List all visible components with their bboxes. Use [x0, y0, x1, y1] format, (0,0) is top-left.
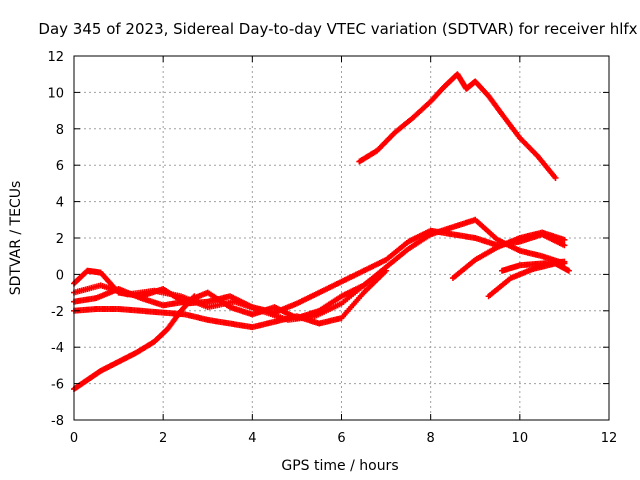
- data-point-marker: [565, 267, 572, 274]
- chart-title: Day 345 of 2023, Sidereal Day-to-day VTE…: [38, 20, 637, 38]
- x-tick-label: 8: [427, 431, 435, 446]
- axis-ticks: [73, 55, 610, 421]
- x-tick-label: 10: [512, 431, 529, 446]
- y-tick-label: 2: [56, 232, 64, 247]
- data-points: [71, 71, 572, 393]
- data-point-marker: [365, 278, 372, 285]
- x-tick-label: 12: [601, 431, 618, 446]
- data-point-marker: [561, 236, 568, 243]
- data-point-marker: [552, 174, 559, 181]
- tick-labels: 0 2 4 6 8 10 12 -8 -6 -4 -2 0 2 4 6 8 10 12: [47, 50, 617, 446]
- y-tick-label: 8: [56, 123, 64, 138]
- series-track-b: [71, 216, 568, 322]
- series-track-rising: [71, 293, 198, 393]
- data-point-marker: [383, 267, 390, 274]
- y-tick-label: -2: [51, 305, 64, 320]
- x-axis-label: GPS time / hours: [281, 458, 398, 474]
- data-point-marker: [561, 258, 568, 265]
- series-track-e: [449, 229, 568, 282]
- y-tick-label: 4: [56, 196, 64, 211]
- y-tick-label: -6: [51, 378, 64, 393]
- y-tick-label: 6: [56, 159, 64, 174]
- x-tick-label: 4: [248, 431, 256, 446]
- x-tick-label: 2: [159, 431, 167, 446]
- y-tick-label: -8: [51, 414, 64, 429]
- y-tick-label: -4: [51, 341, 64, 356]
- y-tick-label: 10: [47, 86, 64, 101]
- series-track-g: [499, 258, 568, 274]
- x-tick-label: 0: [70, 431, 78, 446]
- series-track-high: [356, 71, 559, 181]
- y-tick-label: 12: [47, 50, 64, 65]
- x-tick-label: 6: [337, 431, 345, 446]
- y-tick-label: 0: [56, 268, 64, 283]
- y-axis-label: SDTVAR / TECUs: [8, 181, 24, 296]
- data-point-marker: [561, 242, 568, 249]
